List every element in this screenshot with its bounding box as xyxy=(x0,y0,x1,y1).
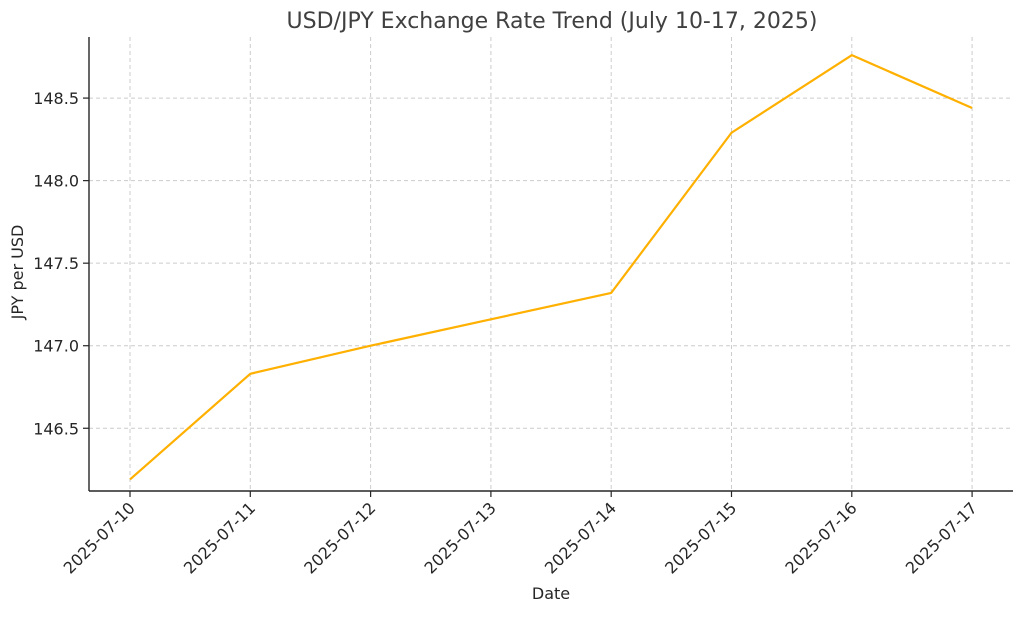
ticks: 2025-07-10 2025-07-11 2025-07-12 2025-07-13… xyxy=(33,89,981,577)
chart-title: USD/JPY Exchange Rate Trend (July 10-17,… xyxy=(287,9,818,34)
y-tick-label: 146.5 xyxy=(33,419,79,438)
x-tick-label: 2025-07-12 xyxy=(300,498,379,577)
x-tick-label: 2025-07-13 xyxy=(421,498,500,577)
x-tick-label: 2025-07-11 xyxy=(180,498,259,577)
y-tick-label: 148.0 xyxy=(33,172,79,191)
x-tick-label: 2025-07-16 xyxy=(781,498,860,577)
x-tick-label: 2025-07-10 xyxy=(60,498,139,577)
y-tick-label: 147.0 xyxy=(33,337,79,356)
series-line xyxy=(129,54,973,481)
y-axis-title: JPY per USD xyxy=(8,225,27,321)
grid xyxy=(89,37,1013,491)
x-tick-label: 2025-07-17 xyxy=(902,498,981,577)
x-tick-label: 2025-07-14 xyxy=(541,498,620,577)
y-tick-label: 147.5 xyxy=(33,254,79,273)
series-layer xyxy=(129,54,973,481)
x-tick-label: 2025-07-15 xyxy=(661,498,740,577)
axes xyxy=(88,37,1013,492)
y-tick-label: 148.5 xyxy=(33,89,79,108)
x-axis-title: Date xyxy=(532,584,570,603)
